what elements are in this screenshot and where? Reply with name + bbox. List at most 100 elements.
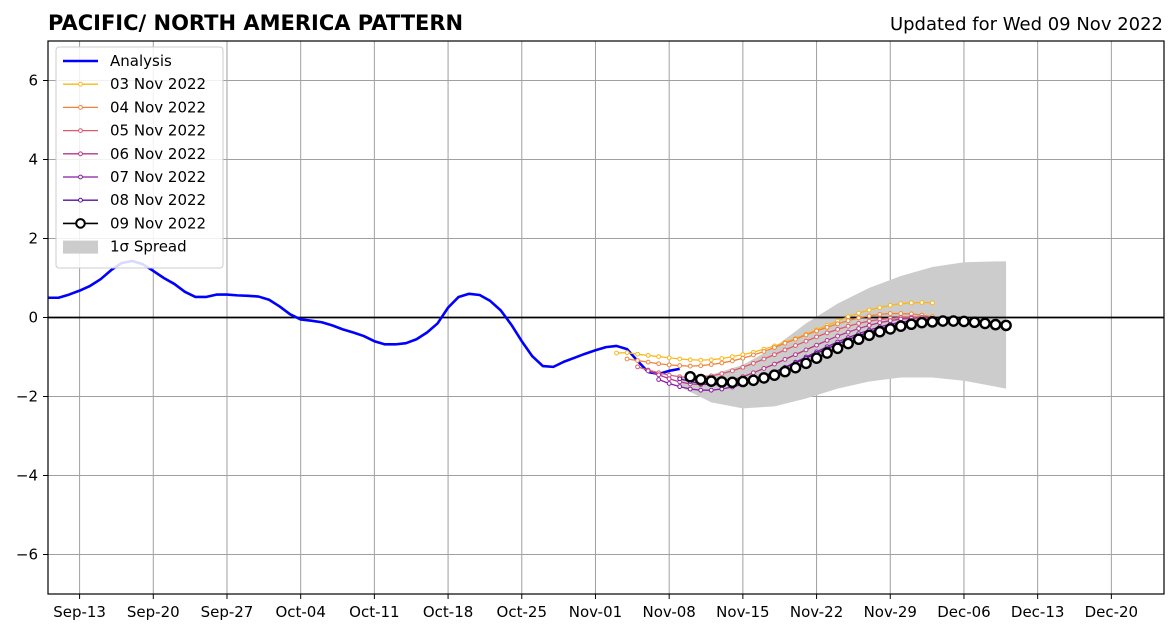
- forecast-point: [824, 324, 830, 330]
- forecast-point: [898, 301, 904, 307]
- forecast-point: [614, 350, 619, 356]
- forecast-point: [772, 352, 777, 358]
- forecast-point: [687, 386, 693, 392]
- forecast-point: [761, 356, 767, 362]
- forecast-point: [814, 342, 819, 348]
- forecast-point: [989, 318, 1002, 331]
- analysis-line: [48, 259, 680, 376]
- forecast-point: [624, 356, 630, 362]
- forecast-point: [856, 310, 862, 316]
- forecast-point: [687, 363, 693, 369]
- forecast-point: [740, 355, 746, 361]
- x-tick-label: Nov-15: [716, 603, 769, 621]
- legend-marker: [78, 151, 83, 157]
- forecast-point: [824, 330, 830, 336]
- forecast-point: [656, 361, 662, 367]
- y-tick-label: 6: [28, 72, 38, 90]
- x-tick-label: Nov-08: [642, 603, 695, 621]
- forecast-point: [884, 323, 897, 335]
- forecast-point: [835, 321, 841, 327]
- forecast-point: [866, 313, 872, 319]
- forecast-point: [877, 305, 883, 311]
- forecast-point: [937, 315, 949, 327]
- forecast-point: [898, 311, 904, 316]
- forecast-point: [698, 357, 704, 363]
- y-tick-label: −4: [16, 467, 38, 485]
- x-tick-label: Sep-27: [201, 603, 254, 621]
- forecast-point: [821, 347, 833, 359]
- forecast-point: [835, 333, 841, 339]
- legend-marker: [78, 174, 83, 180]
- forecast-point: [856, 315, 862, 321]
- forecast-point: [750, 352, 756, 358]
- forecast-point: [894, 320, 907, 332]
- forecast-point: [677, 356, 683, 362]
- x-tick-label: Oct-25: [497, 603, 547, 621]
- forecast-point: [887, 311, 893, 316]
- forecast-point: [916, 316, 928, 329]
- forecast-point: [645, 368, 651, 374]
- x-tick-label: Oct-11: [349, 603, 399, 621]
- legend-box: [55, 46, 224, 269]
- forecast-point: [814, 334, 819, 340]
- forecast-point: [761, 349, 767, 354]
- forecast-point: [726, 376, 739, 389]
- chart-title: PACIFIC/ NORTH AMERICA PATTERN: [48, 11, 463, 35]
- x-axis: Sep-13 Sep-20 Sep-27 Oct-04 Oct-11 Oct-18 Oct-…: [53, 594, 1138, 621]
- legend-item: 07 Nov 2022: [63, 168, 206, 186]
- x-tick-label: Nov-01: [569, 603, 622, 621]
- forecast-point: [782, 356, 788, 362]
- legend-marker: [78, 128, 83, 134]
- forecast-point: [831, 342, 844, 355]
- forecast-point: [635, 351, 640, 357]
- forecast-point: [919, 300, 925, 305]
- forecast-point: [866, 323, 872, 328]
- y-tick-label: 4: [28, 151, 38, 169]
- forecast-point: [708, 362, 714, 367]
- legend-item: 08 Nov 2022: [63, 191, 206, 209]
- forecast-point: [666, 381, 672, 386]
- y-tick-label: 2: [28, 230, 38, 248]
- forecast-point: [979, 317, 991, 330]
- forecast-point: [687, 357, 693, 363]
- legend-label: 1σ Spread: [110, 238, 187, 256]
- chart-subtitle: Updated for Wed 09 Nov 2022: [890, 14, 1163, 35]
- legend-label: 04 Nov 2022: [110, 98, 206, 116]
- forecast-point: [803, 332, 809, 338]
- forecast-point: [705, 375, 718, 387]
- forecast-point: [684, 370, 697, 383]
- forecast-point: [842, 337, 854, 350]
- x-tick-label: Dec-06: [937, 603, 991, 621]
- forecast-point: [656, 377, 662, 382]
- forecast-point: [624, 350, 630, 356]
- forecast-point: [845, 318, 851, 324]
- forecast-point: [677, 384, 683, 390]
- y-tick-label: −2: [16, 388, 38, 406]
- forecast-point: [677, 363, 683, 369]
- forecast-point: [750, 360, 756, 366]
- x-tick-label: Nov-29: [864, 603, 917, 621]
- forecast-point: [716, 376, 728, 388]
- forecast-point: [958, 315, 970, 328]
- legend-label: 07 Nov 2022: [110, 168, 206, 186]
- legend-marker: [75, 218, 86, 229]
- forecast-point: [666, 362, 672, 368]
- x-tick-label: Nov-22: [790, 603, 843, 621]
- forecast-point: [877, 320, 883, 326]
- forecast-point: [947, 315, 960, 327]
- forecast-point: [666, 376, 672, 382]
- legend-label: 06 Nov 2022: [110, 145, 206, 163]
- forecast-series-6: [684, 315, 1012, 389]
- forecast-point: [729, 354, 735, 360]
- x-tick-label: Dec-20: [1085, 603, 1139, 621]
- forecast-point: [824, 338, 830, 343]
- legend-marker: [78, 197, 83, 203]
- legend-label: 03 Nov 2022: [110, 75, 206, 93]
- x-tick-label: Sep-13: [53, 603, 106, 621]
- legend-swatch: [63, 240, 98, 254]
- forecast-point: [800, 357, 812, 370]
- legend-label: 09 Nov 2022: [110, 214, 206, 232]
- forecast-point: [793, 336, 798, 342]
- plot-content: [48, 259, 1164, 409]
- forecast-point: [635, 358, 640, 363]
